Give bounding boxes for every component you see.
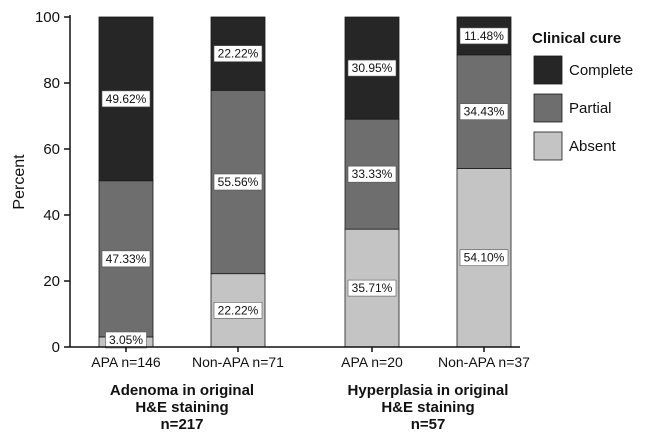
y-axis: 0 20 40 60 80 100 [35,9,71,356]
y-tick-label: 40 [43,207,60,224]
data-label: 55.56% [218,175,259,189]
legend-label-absent: Absent [569,138,617,155]
data-label-box [347,279,397,297]
x-tick-label: Non-APA n=71 [192,354,284,370]
data-label-box [459,103,509,120]
data-label: 22.22% [218,47,259,61]
data-label-box [347,59,397,77]
y-tick-label: 60 [43,141,60,158]
data-label: 33.33% [352,167,393,181]
data-label-box [101,250,151,268]
data-label-box [213,302,263,319]
data-label: 47.33% [106,252,147,266]
group-label-line: n=217 [161,416,204,433]
legend-title: Clinical cure [532,30,621,47]
data-label: 30.95% [352,61,393,75]
legend-swatch-partial [533,93,563,123]
data-label-box [213,45,263,62]
bars [98,16,512,348]
y-tick-label: 100 [35,9,60,26]
y-tick-label: 80 [43,75,60,92]
data-label: 49.62% [106,92,147,106]
legend: Clinical cure Complete Partial Absent [532,30,633,161]
legend-label-complete: Complete [569,62,633,79]
data-label-box [213,173,263,191]
x-tick-label: Non-APA n=37 [438,354,530,370]
data-label: 34.43% [464,105,505,119]
legend-swatch-complete [533,55,563,85]
x-tick-label: APA n=20 [341,354,403,370]
data-label-box [459,249,509,267]
group-label-line: H&E staining [381,399,474,416]
data-label: 22.22% [218,303,259,317]
legend-label-partial: Partial [569,100,612,117]
x-tick-label: APA n=146 [91,354,161,370]
data-label: 3.05% [109,333,143,347]
data-label: 54.10% [464,251,505,265]
group-label-line: n=57 [411,416,446,433]
y-axis-label: Percent [11,154,28,210]
group-label-line: Adenoma in original [110,382,254,399]
group-label-line: Hyperplasia in original [348,382,509,399]
data-label-box [347,165,397,183]
data-label: 11.48% [464,29,504,43]
y-tick-label: 20 [43,273,60,290]
data-label-box [459,27,509,45]
data-label-box [101,90,151,108]
group-label-line: H&E staining [135,399,228,416]
data-labels: 3.05% 47.33% 49.62% 22.22% 55.56% 22.22% 35.71… [101,27,509,349]
legend-swatch-absent [533,131,563,161]
y-tick-label: 0 [52,339,60,356]
data-label: 35.71% [352,281,393,295]
x-axis: APA n=146 Non-APA n=71 APA n=20 Non-APA n=3… [70,346,530,433]
